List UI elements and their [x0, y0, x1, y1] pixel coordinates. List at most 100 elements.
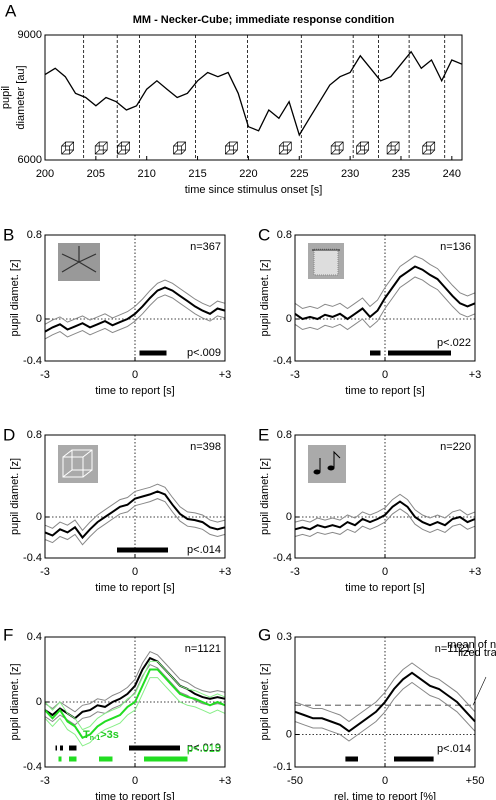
significance-bar: [345, 756, 358, 762]
x-tick-label: 0: [382, 369, 388, 381]
x-tick-label: 205: [87, 168, 105, 180]
significance-bar: [394, 756, 434, 762]
x-axis-label: rel. time to report [%]: [334, 791, 436, 800]
y-tick-label: 0: [36, 511, 42, 523]
significance-bar: [144, 756, 188, 762]
y-tick-label: 0.8: [27, 229, 42, 241]
mean-line: [44, 286, 226, 333]
y-tick-label: -0.4: [273, 552, 292, 564]
n-label: n=136: [440, 241, 471, 253]
significance-bar: [117, 547, 168, 553]
significance-bar: [58, 756, 62, 762]
bound-line: [294, 508, 476, 538]
y-axis-label: pupil diamet. [z]: [9, 663, 21, 740]
x-tick-label: 0: [382, 566, 388, 578]
cube-icon: [278, 141, 292, 155]
cube-icon: [422, 141, 436, 155]
bound-line: [44, 660, 226, 731]
x-tick-label: +3: [219, 369, 232, 381]
bound-line: [44, 663, 226, 726]
mean-level-label: mean of norma-: [447, 639, 496, 651]
panel-letter: B: [3, 225, 14, 244]
y-tick-label: 0: [36, 313, 42, 325]
x-tick-label: +50: [466, 775, 485, 787]
x-tick-label: -3: [40, 369, 50, 381]
bound-line: [44, 650, 226, 713]
x-tick-label: -3: [40, 566, 50, 578]
y-axis-label: pupil: [0, 86, 12, 109]
x-axis-label: time to report [s]: [95, 791, 174, 800]
significance-label: p<.014: [437, 743, 471, 755]
y-tick-label: 0.8: [277, 429, 292, 441]
panel-letter: E: [258, 425, 269, 444]
panel-letter: C: [258, 225, 270, 244]
x-tick-label: -3: [40, 775, 50, 787]
bound-line: [294, 662, 476, 723]
mean-level-label: lized traces: [458, 647, 496, 659]
panel-letter: A: [5, 1, 17, 20]
cube-icon: [356, 141, 369, 155]
bound-line: [44, 483, 226, 532]
n-label: n=398: [190, 441, 221, 453]
y-tick-label: 9000: [18, 29, 42, 41]
panel-letter: F: [3, 625, 13, 644]
cube-icon: [94, 141, 108, 155]
bound-line: [294, 276, 476, 331]
mean-line: [294, 500, 476, 531]
bound-line: [294, 681, 476, 742]
significance-bar: [129, 745, 180, 751]
y-axis-label: pupil diamet. [z]: [259, 458, 271, 535]
y-tick-label: -0.4: [23, 552, 42, 564]
significance-bar: [139, 350, 167, 356]
x-axis-label: time to report [s]: [95, 582, 174, 594]
cube-icon: [386, 141, 400, 155]
x-tick-label: 0: [132, 369, 138, 381]
significance-label: p<.019: [187, 742, 221, 754]
x-tick-label: -3: [290, 369, 300, 381]
bound-line: [294, 493, 476, 523]
y-tick-label: -0.4: [23, 761, 42, 773]
cube-icon: [330, 141, 344, 155]
x-tick-label: 210: [138, 168, 156, 180]
y-tick-label: 0: [36, 696, 42, 708]
significance-bar: [99, 756, 113, 762]
significance-label: p<.015: [187, 743, 221, 755]
significance-bar: [69, 745, 77, 751]
significance-bar: [69, 756, 77, 762]
x-tick-label: 240: [443, 168, 461, 180]
x-axis-label: time to report [s]: [95, 385, 174, 397]
x-tick-label: 0: [382, 775, 388, 787]
inset-plaid: [58, 243, 100, 281]
annotation: Tn-1>3s: [83, 729, 119, 742]
x-tick-label: 230: [341, 168, 359, 180]
bound-line: [44, 279, 226, 325]
mean-line: [44, 490, 226, 540]
panel-letter: G: [258, 625, 271, 644]
x-tick-label: 200: [36, 168, 54, 180]
x-axis-label: time since stimulus onset [s]: [185, 184, 323, 196]
y-tick-label: 0.8: [27, 429, 42, 441]
y-tick-label: 0.8: [277, 229, 292, 241]
y-tick-label: 0.4: [27, 631, 42, 643]
significance-bar: [388, 350, 451, 356]
x-tick-label: +3: [469, 369, 482, 381]
y-axis-label: diameter [au]: [15, 65, 27, 129]
plot-frame: [44, 34, 463, 161]
significance-bar: [60, 745, 63, 751]
y-tick-label: 0: [286, 313, 292, 325]
inset-dots: [308, 243, 344, 279]
significance-bar: [370, 350, 381, 356]
bound-line: [44, 677, 226, 747]
x-tick-label: 225: [290, 168, 308, 180]
annotation-part: T: [83, 729, 90, 741]
cube-icon: [225, 141, 238, 155]
x-tick-label: -3: [290, 566, 300, 578]
y-tick-label: 0.3: [277, 631, 292, 643]
y-tick-label: 0: [286, 511, 292, 523]
x-tick-label: +3: [219, 775, 232, 787]
n-label: n=367: [190, 241, 221, 253]
x-tick-label: +3: [469, 566, 482, 578]
mean-line: [44, 668, 226, 740]
